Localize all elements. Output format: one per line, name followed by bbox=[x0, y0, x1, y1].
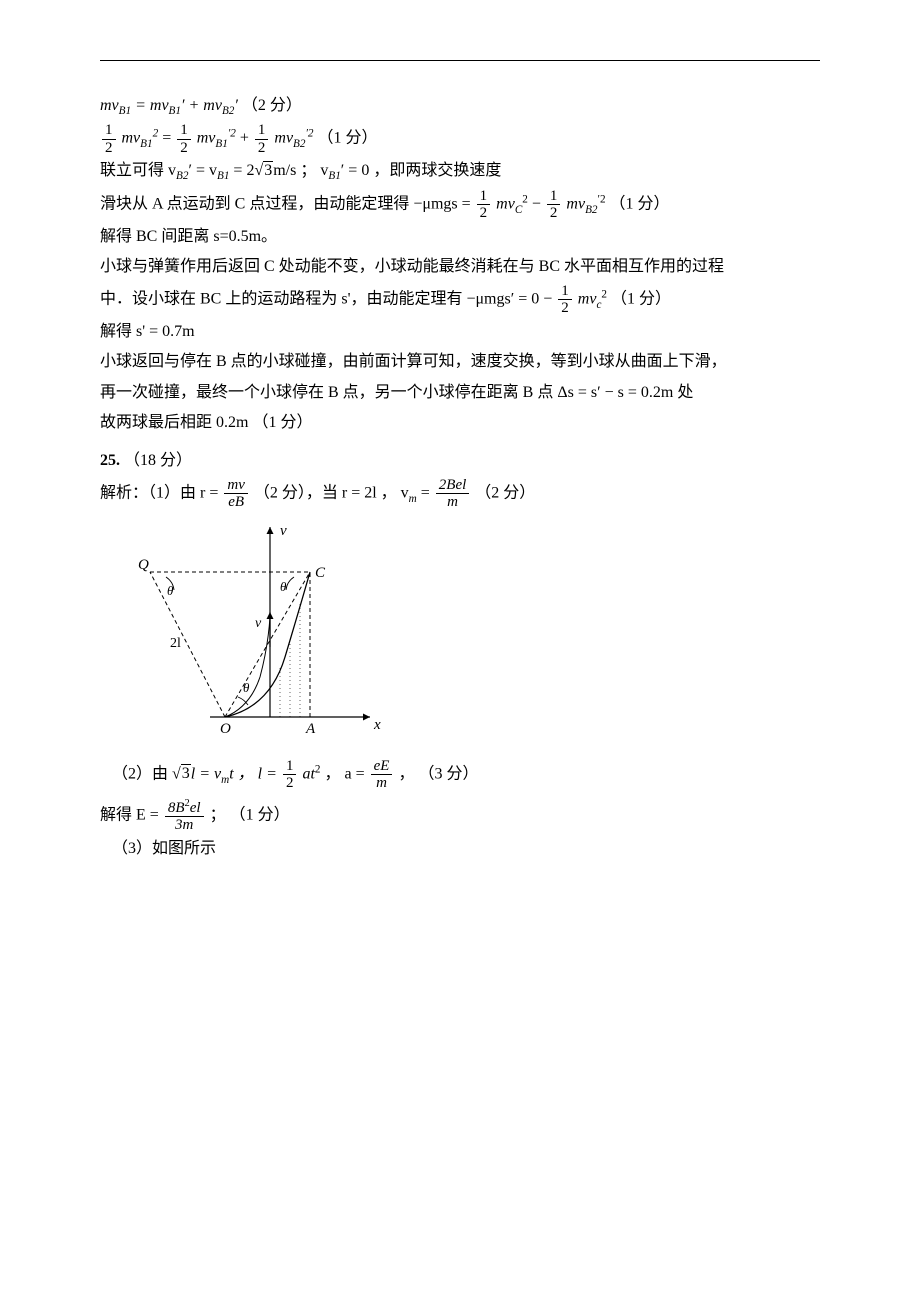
svg-text:θ: θ bbox=[243, 680, 250, 695]
line-spring: 小球与弹簧作用后返回 C 处动能不变，小球动能最终消耗在与 BC 水平面相互作用… bbox=[100, 252, 820, 282]
line-final-dist: 故两球最后相距 0.2m （1 分） bbox=[100, 408, 820, 438]
eq-kinetic: 12 mvB12 = 12 mvB1′2 + 12 mvB2′2 （1 分） bbox=[100, 122, 820, 156]
q25-part1: 解析：（1）由 r = mveB （2 分），当 r = 2l ， vm = 2… bbox=[100, 477, 820, 511]
svg-text:O: O bbox=[220, 721, 231, 737]
svg-text:θ: θ bbox=[167, 583, 174, 598]
svg-text:θ: θ bbox=[280, 579, 287, 594]
svg-text:2l: 2l bbox=[170, 636, 181, 651]
svg-text:v: v bbox=[255, 616, 262, 631]
svg-text:C: C bbox=[315, 565, 326, 581]
svg-text:v: v bbox=[280, 523, 287, 539]
q25-solve-e: 解得 E = 8B2el 3m ； （1 分） bbox=[100, 798, 820, 834]
diagram-svg: O A x v Q 2l C v bbox=[130, 517, 390, 747]
q25-part3: （3）如图所示 bbox=[100, 834, 820, 864]
top-rule bbox=[100, 60, 820, 61]
svg-text:A: A bbox=[305, 721, 316, 737]
line-delta-s: 再一次碰撞，最终一个小球停在 B 点，另一个小球停在距离 B 点 Δs = s′… bbox=[100, 378, 820, 408]
q25-header: 25. （18 分） bbox=[100, 446, 820, 476]
line-sprime: 解得 s' = 0.7m bbox=[100, 317, 820, 347]
svg-text:Q: Q bbox=[138, 557, 149, 573]
line-bc-dist: 解得 BC 间距离 s=0.5m。 bbox=[100, 222, 820, 252]
q25-part2: （2）由 √3l = vmt ， l = 12 at2 ， a = eEm ， … bbox=[100, 758, 820, 792]
diagram: O A x v Q 2l C v bbox=[130, 517, 820, 752]
line-collision: 小球返回与停在 B 点的小球碰撞，由前面计算可知，速度交换，等到小球从曲面上下滑… bbox=[100, 347, 820, 377]
line-solve-v: 联立可得 vB2′ = vB1 = 2√3m/s ； vB1′ = 0 ，即两球… bbox=[100, 156, 820, 187]
line-work-energy-ac: 滑块从 A 点运动到 C 点过程，由动能定理得 −μmgs = 12 mvC2 … bbox=[100, 188, 820, 222]
svg-text:x: x bbox=[373, 717, 381, 733]
eq-momentum: mvB1 = mvB1′ + mvB2′ （2 分） bbox=[100, 91, 820, 122]
line-work-energy-bc: 中．设小球在 BC 上的运动路程为 s'，由动能定理有 −μmgs′ = 0 −… bbox=[100, 283, 820, 317]
page: mvB1 = mvB1′ + mvB2′ （2 分） 12 mvB12 = 12… bbox=[0, 0, 920, 1302]
